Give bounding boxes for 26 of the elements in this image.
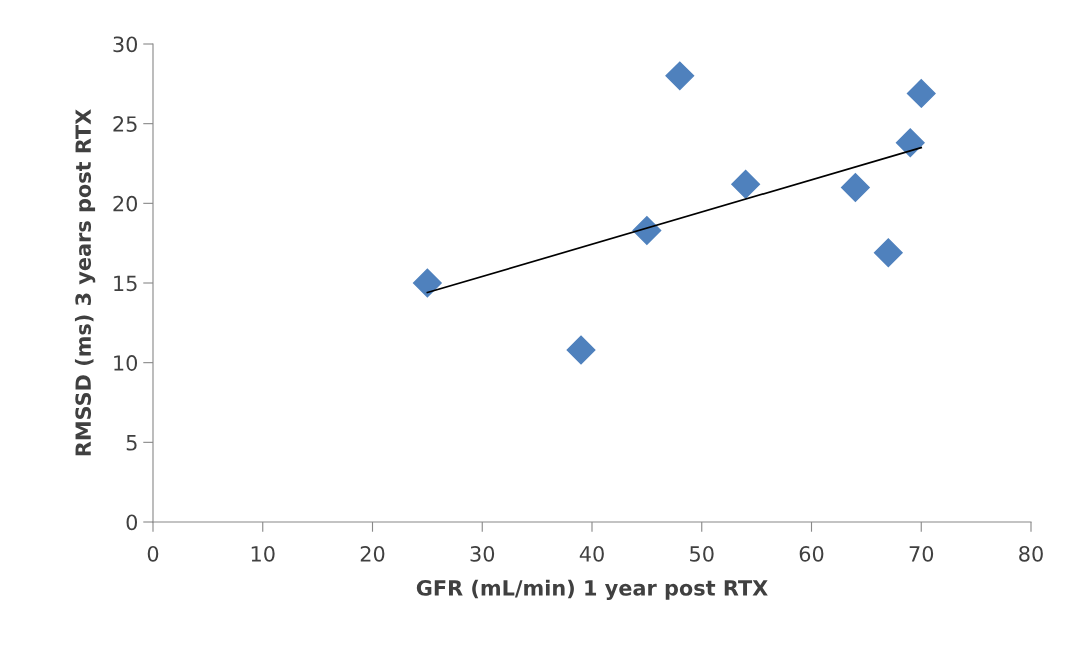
y-tick-label: 15 — [114, 275, 137, 292]
x-tick-label: 20 — [360, 545, 385, 562]
x-tick-label: 50 — [690, 545, 714, 562]
x-axis-title: GFR (mL/min) 1 year post RTX — [416, 579, 768, 600]
point — [895, 128, 925, 158]
y-tick-label: 10 — [114, 355, 138, 371]
y-tick-label: 30 — [113, 36, 138, 53]
point — [731, 169, 761, 199]
x-tick-label: 60 — [799, 545, 824, 562]
x-tick-label: 40 — [579, 545, 604, 562]
point — [412, 268, 442, 298]
point — [840, 172, 870, 202]
point — [566, 335, 596, 365]
y-tick-label: 0 — [126, 514, 138, 531]
point — [873, 238, 903, 268]
point — [906, 78, 936, 108]
point — [665, 61, 695, 91]
y-tick-label: 25 — [113, 116, 137, 132]
y-tick-label: 5 — [126, 435, 137, 451]
x-tick-label: 0 — [147, 545, 159, 562]
x-tick-label: 30 — [470, 545, 495, 562]
x-tick-label: 70 — [909, 545, 934, 562]
y-tick-label: 20 — [113, 195, 138, 212]
x-tick-label: 80 — [1019, 545, 1043, 562]
y-axis-title: RMSSD (ms) 3 years post RTX — [74, 109, 96, 456]
x-tick-label: 10 — [251, 545, 275, 562]
